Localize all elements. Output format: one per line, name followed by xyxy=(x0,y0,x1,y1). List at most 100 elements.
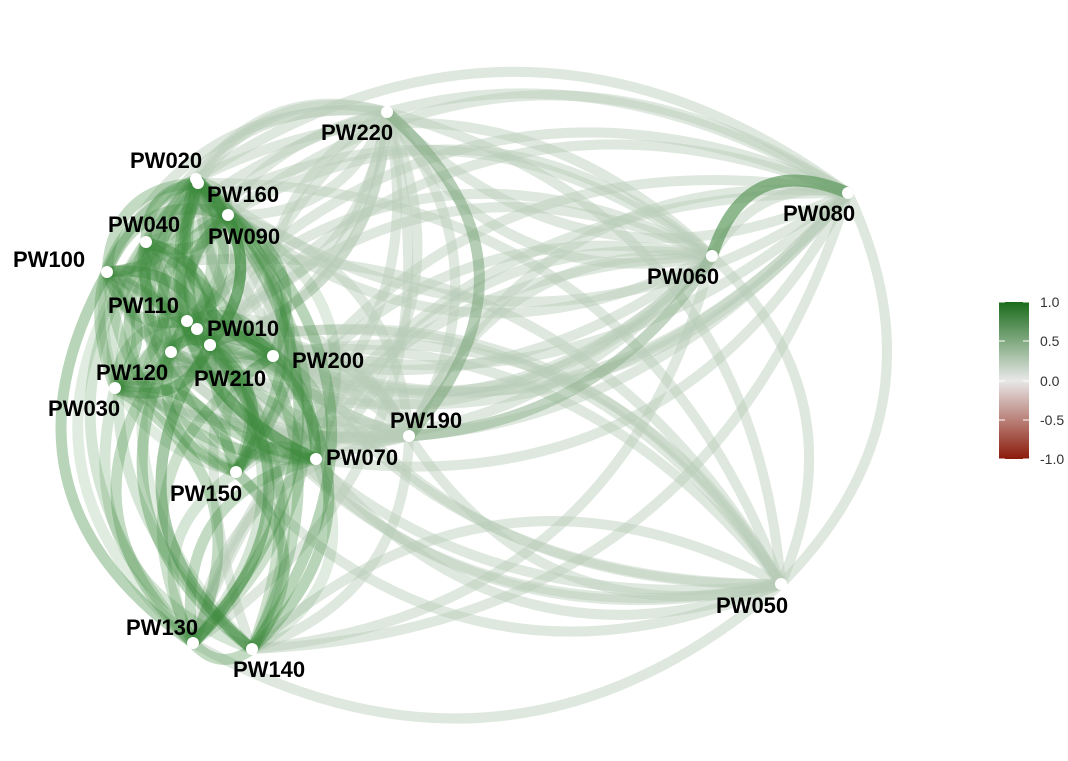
edge-strong xyxy=(112,177,258,655)
edge-weak xyxy=(193,99,392,188)
edge-strong xyxy=(140,236,191,358)
edge-strong xyxy=(190,173,247,351)
edge-strong xyxy=(99,382,258,655)
edge-strong xyxy=(181,315,256,478)
node-label-pw090: PW090 xyxy=(208,224,280,249)
edge-weak xyxy=(311,424,414,464)
edge-weak xyxy=(193,178,853,307)
node-pw090 xyxy=(222,209,234,221)
edge-weak xyxy=(382,107,853,244)
node-label-pw080: PW080 xyxy=(783,201,855,226)
edge-strong xyxy=(101,266,193,329)
edge-strong xyxy=(222,209,342,465)
edge-strong xyxy=(165,346,290,655)
edge-weak xyxy=(208,107,392,654)
edge-strong xyxy=(187,339,275,649)
edge-weak xyxy=(102,267,414,444)
edge-strong xyxy=(136,209,258,655)
edge-weak xyxy=(223,144,717,261)
edge-weak xyxy=(231,107,403,477)
edge-strong xyxy=(246,350,335,655)
edge-weak xyxy=(231,467,786,637)
edge-weak xyxy=(102,188,853,371)
edge-strong xyxy=(55,266,199,649)
edge-weak xyxy=(191,118,717,261)
edge-weak xyxy=(707,251,815,589)
edge-weak xyxy=(166,324,786,589)
edge-strong xyxy=(140,236,304,655)
edge-strong xyxy=(184,453,322,649)
edge-weak xyxy=(188,107,414,648)
edge-strong xyxy=(222,209,296,478)
edge-weak xyxy=(141,237,414,441)
edge-strong xyxy=(190,173,338,655)
edge-weak xyxy=(311,107,423,464)
edge-strong xyxy=(101,177,204,278)
edge-strong xyxy=(204,330,279,362)
node-pw110 xyxy=(181,315,193,327)
edge-weak xyxy=(188,187,853,648)
edge-strong xyxy=(109,339,216,399)
edge-strong xyxy=(187,637,258,665)
edge-strong xyxy=(101,266,143,394)
edge-weak xyxy=(182,313,414,441)
edge-strong xyxy=(137,236,193,327)
node-pw210 xyxy=(204,339,216,351)
edge-weak xyxy=(247,188,853,654)
edge-weak xyxy=(223,107,392,221)
node-label-pw140: PW140 xyxy=(233,657,305,682)
edge-strong xyxy=(101,266,322,465)
edge-weak xyxy=(205,251,717,399)
edge-strong xyxy=(101,266,286,655)
edge-strong xyxy=(182,177,279,362)
edge-strong xyxy=(143,173,242,478)
edge-strong xyxy=(167,466,242,649)
edge-weak xyxy=(205,340,414,446)
edge-strong xyxy=(165,346,279,383)
edge-strong xyxy=(156,350,279,649)
edges-layer xyxy=(55,66,892,724)
edge-strong xyxy=(165,346,322,466)
edge-weak xyxy=(223,90,853,220)
edge-weak xyxy=(205,335,414,441)
edge-strong xyxy=(267,350,329,465)
legend-tick-label: 0.0 xyxy=(1040,373,1060,389)
edge-strong xyxy=(140,236,218,351)
edge-strong xyxy=(192,177,247,351)
edge-strong xyxy=(173,173,322,465)
edge-weak xyxy=(223,210,414,441)
edge-strong xyxy=(98,266,242,478)
edge-weak xyxy=(102,105,392,277)
edge-strong xyxy=(109,329,279,394)
node-pw220 xyxy=(381,106,393,118)
color-legend: 1.0 0.5 0.0 -0.5 -1.0 xyxy=(999,294,1064,467)
edge-strong xyxy=(109,315,193,394)
node-label-pw220: PW220 xyxy=(321,120,393,145)
edge-strong xyxy=(109,346,177,395)
node-pw200 xyxy=(267,350,279,362)
edge-weak xyxy=(205,107,392,350)
nodes-layer xyxy=(101,106,854,655)
node-pw040 xyxy=(140,236,152,248)
edge-weak xyxy=(205,202,717,350)
node-dot xyxy=(191,323,203,335)
edge-strong xyxy=(109,236,171,394)
edge-strong xyxy=(230,466,290,655)
edge-weak xyxy=(141,104,392,247)
edge-weak xyxy=(188,251,717,648)
legend-tick-label: -1.0 xyxy=(1040,451,1064,467)
edge-strong xyxy=(204,339,322,465)
edge-weak xyxy=(193,178,414,441)
edge-weak xyxy=(110,251,717,442)
node-label-pw130: PW130 xyxy=(126,615,198,640)
edge-strong xyxy=(181,315,268,649)
node-label-pw200: PW200 xyxy=(292,348,364,373)
edge-strong xyxy=(246,453,339,655)
edge-strong xyxy=(204,339,322,465)
legend-tick-marks xyxy=(999,301,1029,460)
edge-weak xyxy=(191,174,414,441)
edge-weak xyxy=(268,350,414,441)
edge-strong xyxy=(161,346,242,478)
edge-weak xyxy=(188,579,786,724)
edge-weak xyxy=(776,188,892,589)
